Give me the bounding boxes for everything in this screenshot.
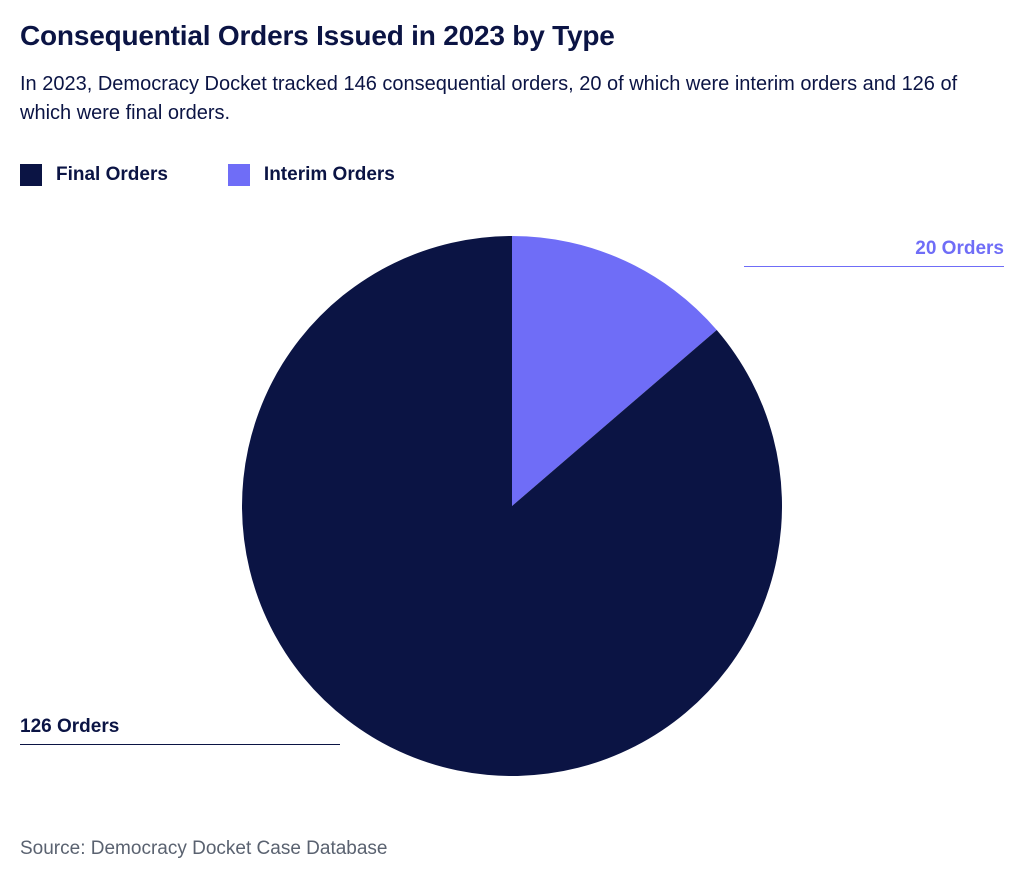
legend-item-final: Final Orders	[20, 164, 168, 186]
legend-swatch-interim	[228, 164, 250, 186]
legend-label-interim: Interim Orders	[264, 164, 395, 186]
pie-chart: 20 Orders 126 Orders	[20, 196, 1004, 816]
pie-svg	[242, 236, 782, 776]
chart-title: Consequential Orders Issued in 2023 by T…	[20, 20, 1004, 52]
callout-final-label: 126 Orders	[20, 716, 340, 738]
legend-label-final: Final Orders	[56, 164, 168, 186]
callout-interim: 20 Orders	[744, 238, 1004, 267]
callout-interim-rule	[744, 266, 1004, 267]
source-text: Source: Democracy Docket Case Database	[20, 838, 388, 860]
callout-interim-label: 20 Orders	[744, 238, 1004, 260]
legend-swatch-final	[20, 164, 42, 186]
callout-final: 126 Orders	[20, 716, 340, 745]
legend: Final Orders Interim Orders	[20, 164, 1004, 186]
legend-item-interim: Interim Orders	[228, 164, 395, 186]
callout-final-rule	[20, 744, 340, 745]
chart-subtitle: In 2023, Democracy Docket tracked 146 co…	[20, 70, 1000, 128]
